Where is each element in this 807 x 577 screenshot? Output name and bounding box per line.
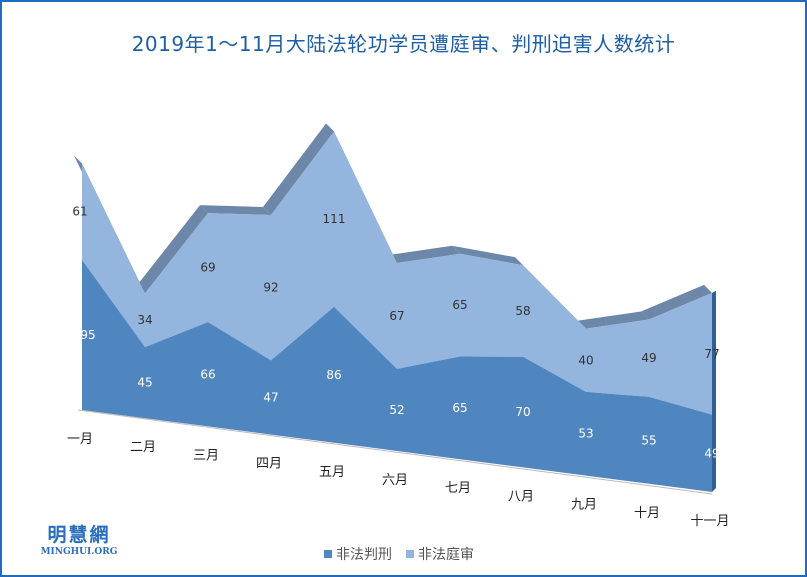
area-top-edge	[452, 245, 523, 266]
x-tick-label: 九月	[571, 498, 597, 513]
x-tick-label: 一月	[67, 432, 93, 447]
area-series-sentenced	[82, 259, 712, 492]
data-label-sentenced: 55	[641, 433, 656, 447]
x-tick-label: 四月	[256, 457, 282, 472]
area-side-edge	[712, 290, 716, 492]
area-top-edge	[389, 245, 460, 263]
legend: 非法判刑 非法庭审	[324, 544, 474, 564]
data-label-trial: 49	[641, 351, 656, 365]
data-label-trial: 77	[704, 347, 719, 361]
area-top-edge	[200, 205, 271, 215]
legend-swatch	[406, 550, 414, 558]
data-label-trial: 34	[137, 313, 152, 327]
data-label-sentenced: 47	[263, 390, 278, 404]
data-label-sentenced: 66	[200, 367, 215, 381]
data-label-sentenced: 53	[578, 427, 593, 441]
chart-title: 2019年1～11月大陆法轮功学员遭庭审、判刑迫害人数统计	[131, 32, 676, 56]
legend-label: 非法判刑	[336, 547, 392, 563]
data-label-sentenced: 95	[80, 328, 95, 342]
data-label-trial: 40	[578, 353, 593, 367]
x-tick-label: 二月	[130, 440, 156, 455]
data-label-sentenced: 86	[326, 368, 341, 382]
legend-item-sentenced: 非法判刑	[324, 544, 392, 564]
logo-en: MINGHUI.ORG	[40, 547, 118, 557]
area-top-edge	[263, 123, 334, 215]
data-label-sentenced: 45	[137, 376, 152, 390]
legend-item-trial: 非法庭审	[406, 544, 474, 564]
data-label-trial: 65	[452, 298, 467, 312]
x-tick-label: 八月	[508, 489, 534, 504]
data-label-trial: 67	[389, 309, 404, 323]
data-label-trial: 58	[515, 304, 530, 318]
data-label-trial: 61	[72, 205, 87, 219]
data-label-sentenced: 49	[704, 446, 719, 460]
x-axis-line	[77, 409, 713, 495]
x-tick-label: 六月	[382, 473, 408, 488]
area-top-edge	[578, 311, 649, 329]
minghui-logo: 明慧網 MINGHUI.ORG	[34, 520, 124, 557]
data-label-sentenced: 70	[515, 405, 530, 419]
area-series-trial	[82, 131, 712, 415]
x-tick-label: 七月	[445, 481, 471, 496]
x-tick-label: 十月	[634, 506, 660, 521]
data-label-trial: 92	[263, 281, 278, 295]
x-tick-label: 三月	[193, 448, 219, 463]
data-label-sentenced: 52	[389, 403, 404, 417]
x-tick-label: 五月	[319, 465, 345, 480]
area-top-edge	[137, 205, 208, 294]
legend-label: 非法庭审	[418, 547, 474, 563]
data-label-trial: 69	[200, 261, 215, 275]
x-tick-label: 十一月	[690, 514, 729, 529]
legend-swatch	[324, 550, 332, 558]
data-label-sentenced: 65	[452, 401, 467, 415]
logo-cn: 明慧網	[47, 524, 111, 546]
data-label-trial: 111	[323, 212, 346, 226]
area-top-edge	[641, 284, 712, 320]
